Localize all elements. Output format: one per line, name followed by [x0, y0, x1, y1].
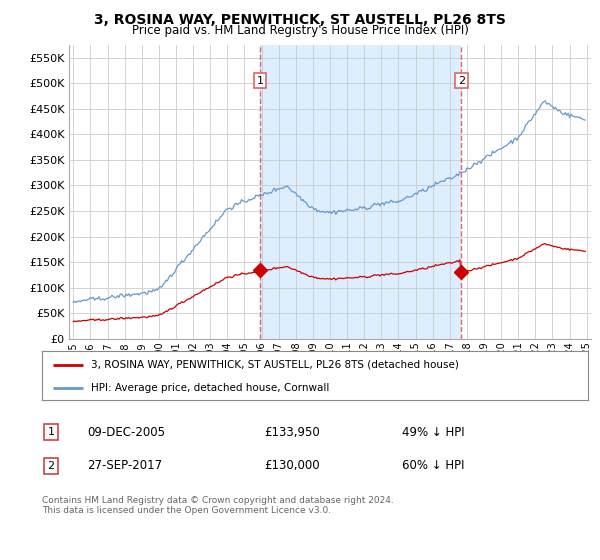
Text: 3, ROSINA WAY, PENWITHICK, ST AUSTELL, PL26 8TS (detached house): 3, ROSINA WAY, PENWITHICK, ST AUSTELL, P…	[91, 360, 459, 370]
Text: 27-SEP-2017: 27-SEP-2017	[87, 459, 162, 473]
Text: 1: 1	[257, 76, 263, 86]
Text: 1: 1	[47, 427, 55, 437]
Text: 2: 2	[458, 76, 465, 86]
Text: 09-DEC-2005: 09-DEC-2005	[87, 426, 165, 439]
Text: 2: 2	[47, 461, 55, 471]
Text: Price paid vs. HM Land Registry's House Price Index (HPI): Price paid vs. HM Land Registry's House …	[131, 24, 469, 37]
Text: 3, ROSINA WAY, PENWITHICK, ST AUSTELL, PL26 8TS: 3, ROSINA WAY, PENWITHICK, ST AUSTELL, P…	[94, 13, 506, 27]
Text: 60% ↓ HPI: 60% ↓ HPI	[402, 459, 464, 473]
Bar	[260, 45, 461, 339]
Text: HPI: Average price, detached house, Cornwall: HPI: Average price, detached house, Corn…	[91, 383, 329, 393]
Text: £133,950: £133,950	[264, 426, 320, 439]
Text: 49% ↓ HPI: 49% ↓ HPI	[402, 426, 464, 439]
Text: £130,000: £130,000	[264, 459, 320, 473]
Text: Contains HM Land Registry data © Crown copyright and database right 2024.
This d: Contains HM Land Registry data © Crown c…	[42, 496, 394, 515]
